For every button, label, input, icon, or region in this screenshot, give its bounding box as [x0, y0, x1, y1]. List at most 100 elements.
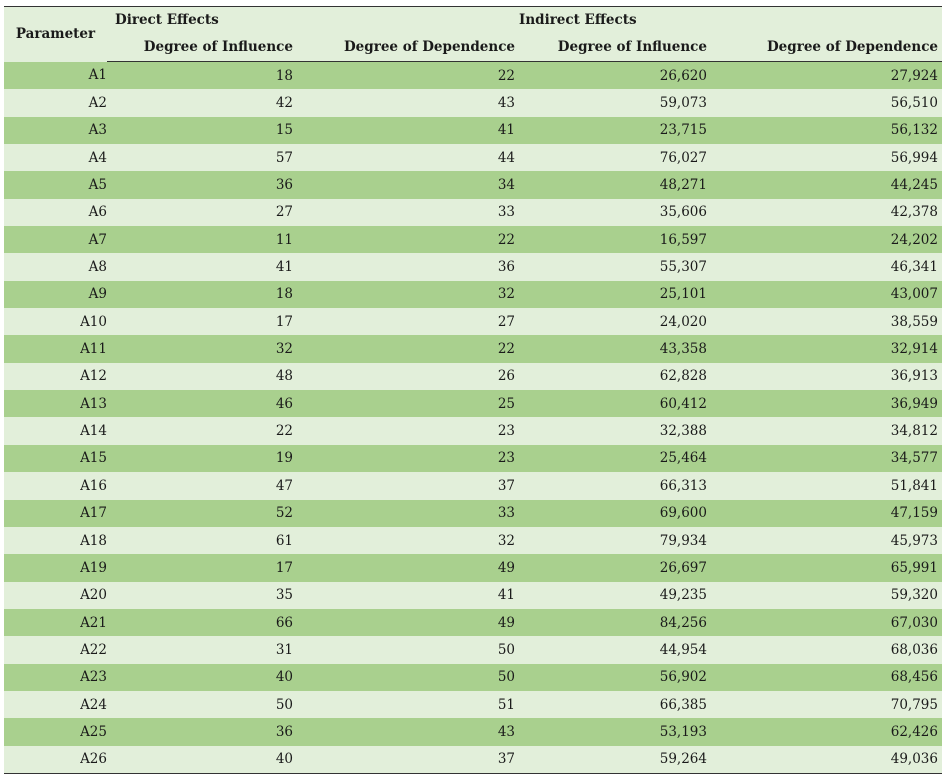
- direct-dependence-cell: 33: [297, 198, 519, 227]
- table-row: A2 42 43 59,073 56,510: [4, 89, 942, 117]
- indirect-dependence-cell: 43,007: [711, 280, 942, 309]
- indirect-dependence-cell: 56,132: [711, 116, 942, 145]
- indirect-influence-cell: 24,020: [519, 308, 711, 336]
- indirect-influence-cell: 43,358: [519, 335, 711, 363]
- direct-dependence-cell: 26: [297, 362, 519, 391]
- indirect-influence-cell: 79,934: [519, 526, 711, 555]
- direct-dependence-cell: 32: [297, 526, 519, 555]
- parameter-cell: A2: [4, 89, 107, 117]
- direct-dependence-header: Degree of Dependence: [297, 33, 519, 62]
- direct-dependence-cell: 43: [297, 89, 519, 117]
- parameter-cell: A10: [4, 308, 107, 336]
- indirect-dependence-cell: 62,426: [711, 718, 942, 746]
- parameter-cell: A11: [4, 335, 107, 363]
- table-row: A8 41 36 55,307 46,341: [4, 253, 942, 281]
- direct-dependence-cell: 22: [297, 226, 519, 254]
- indirect-dependence-cell: 34,812: [711, 417, 942, 445]
- direct-influence-cell: 40: [107, 745, 297, 774]
- indirect-influence-cell: 69,600: [519, 499, 711, 527]
- parameter-cell: A4: [4, 144, 107, 172]
- parameter-cell: A13: [4, 390, 107, 418]
- table-row: A4 57 44 76,027 56,994: [4, 144, 942, 172]
- direct-dependence-cell: 44: [297, 144, 519, 172]
- table-row: A6 27 33 35,606 42,378: [4, 198, 942, 227]
- direct-dependence-cell: 22: [297, 335, 519, 363]
- direct-influence-cell: 31: [107, 636, 297, 664]
- indirect-dependence-cell: 46,341: [711, 253, 942, 281]
- indirect-influence-header: Degree of Influence: [519, 33, 711, 62]
- direct-influence-cell: 40: [107, 663, 297, 691]
- indirect-dependence-cell: 45,973: [711, 526, 942, 555]
- indirect-dependence-cell: 47,159: [711, 499, 942, 527]
- indirect-effects-header: Indirect Effects: [519, 12, 637, 28]
- indirect-influence-cell: 16,597: [519, 226, 711, 254]
- table-row: A20 35 41 49,235 59,320: [4, 581, 942, 609]
- direct-influence-cell: 61: [107, 526, 297, 555]
- direct-dependence-cell: 23: [297, 444, 519, 473]
- indirect-dependence-cell: 65,991: [711, 554, 942, 582]
- direct-dependence-cell: 23: [297, 417, 519, 445]
- direct-dependence-cell: 41: [297, 581, 519, 609]
- indirect-dependence-cell: 38,559: [711, 308, 942, 336]
- direct-influence-header: Degree of Influence: [107, 33, 297, 62]
- table-body: A1 18 22 26,620 27,924 A2 42 43 59,073 56,510 A3 15…: [4, 61, 942, 774]
- indirect-dependence-cell: 27,924: [711, 61, 942, 90]
- parameter-cell: A18: [4, 526, 107, 555]
- indirect-dependence-cell: 49,036: [711, 745, 942, 774]
- indirect-dependence-cell: 67,030: [711, 608, 942, 637]
- table-row: A24 50 51 66,385 70,795: [4, 690, 942, 719]
- parameter-cell: A17: [4, 499, 107, 527]
- indirect-influence-cell: 66,313: [519, 472, 711, 500]
- table-row: A19 17 49 26,697 65,991: [4, 554, 942, 582]
- parameter-cell: A24: [4, 690, 107, 719]
- table-row: A17 52 33 69,600 47,159: [4, 499, 942, 527]
- direct-influence-cell: 41: [107, 253, 297, 281]
- direct-influence-cell: 32: [107, 335, 297, 363]
- indirect-dependence-cell: 36,913: [711, 362, 942, 391]
- indirect-influence-cell: 26,620: [519, 61, 711, 90]
- indirect-dependence-cell: 59,320: [711, 581, 942, 609]
- indirect-dependence-cell: 24,202: [711, 226, 942, 254]
- table-row: A21 66 49 84,256 67,030: [4, 608, 942, 637]
- indirect-dependence-cell: 42,378: [711, 198, 942, 227]
- direct-dependence-cell: 27: [297, 308, 519, 336]
- direct-dependence-cell: 50: [297, 636, 519, 664]
- indirect-influence-cell: 49,235: [519, 581, 711, 609]
- indirect-influence-cell: 60,412: [519, 390, 711, 418]
- indirect-dependence-cell: 68,036: [711, 636, 942, 664]
- direct-influence-cell: 19: [107, 444, 297, 473]
- indirect-influence-cell: 55,307: [519, 253, 711, 281]
- indirect-influence-cell: 59,073: [519, 89, 711, 117]
- direct-dependence-cell: 50: [297, 663, 519, 691]
- indirect-dependence-cell: 56,994: [711, 144, 942, 172]
- table-row: A7 11 22 16,597 24,202: [4, 226, 942, 254]
- indirect-influence-cell: 23,715: [519, 116, 711, 145]
- table-row: A15 19 23 25,464 34,577: [4, 444, 942, 473]
- indirect-dependence-cell: 70,795: [711, 690, 942, 719]
- table-row: A25 36 43 53,193 62,426: [4, 718, 942, 746]
- table-row: A9 18 32 25,101 43,007: [4, 280, 942, 309]
- indirect-influence-cell: 76,027: [519, 144, 711, 172]
- table-row: A13 46 25 60,412 36,949: [4, 390, 942, 418]
- indirect-influence-cell: 62,828: [519, 362, 711, 391]
- direct-dependence-cell: 37: [297, 745, 519, 774]
- parameter-cell: A25: [4, 718, 107, 746]
- indirect-dependence-cell: 51,841: [711, 472, 942, 500]
- direct-influence-cell: 46: [107, 390, 297, 418]
- direct-dependence-cell: 43: [297, 718, 519, 746]
- direct-dependence-cell: 22: [297, 61, 519, 90]
- table-row: A5 36 34 48,271 44,245: [4, 171, 942, 199]
- table-row: A23 40 50 56,902 68,456: [4, 663, 942, 691]
- indirect-dependence-cell: 34,577: [711, 444, 942, 473]
- indirect-influence-cell: 32,388: [519, 417, 711, 445]
- table-row: A12 48 26 62,828 36,913: [4, 362, 942, 391]
- table-row: A22 31 50 44,954 68,036: [4, 636, 942, 664]
- direct-influence-cell: 17: [107, 554, 297, 582]
- parameter-cell: A26: [4, 745, 107, 774]
- direct-influence-cell: 36: [107, 718, 297, 746]
- parameter-cell: A20: [4, 581, 107, 609]
- direct-influence-cell: 57: [107, 144, 297, 172]
- table-row: A3 15 41 23,715 56,132: [4, 116, 942, 145]
- direct-influence-cell: 18: [107, 61, 297, 90]
- parameter-cell: A19: [4, 554, 107, 582]
